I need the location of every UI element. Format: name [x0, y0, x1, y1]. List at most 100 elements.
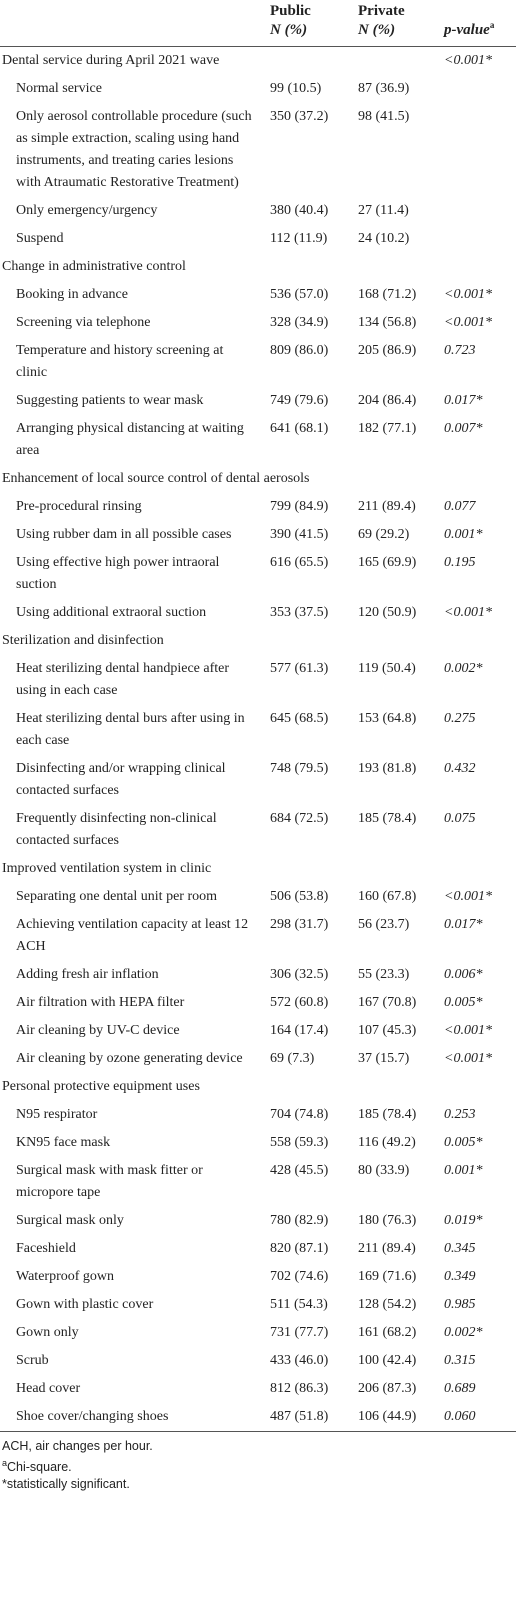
public-value: 511 (54.3) [270, 1297, 328, 1312]
p-value: <0.001* [444, 53, 492, 68]
item-row: Only aerosol controllable procedure (suc… [0, 103, 516, 197]
public-value: 306 (32.5) [270, 967, 329, 982]
p-value: 0.432 [444, 761, 476, 776]
section-title: Sterilization and disinfection [2, 633, 164, 648]
p-value: 0.689 [444, 1381, 476, 1396]
private-value: 55 (23.3) [358, 967, 410, 982]
p-value: 0.001* [444, 1163, 483, 1178]
item-label: Waterproof gown [16, 1269, 115, 1284]
item-label: Disinfecting and/or wrapping clinical co… [16, 761, 226, 798]
item-row: Frequently disinfecting non-clinical con… [0, 805, 516, 855]
public-value: 350 (37.2) [270, 109, 329, 124]
p-value: 0.060 [444, 1409, 476, 1424]
item-label: Shoe cover/changing shoes [16, 1409, 169, 1424]
item-row: Arranging physical distancing at waiting… [0, 415, 516, 465]
item-row: Heat sterilizing dental burs after using… [0, 705, 516, 755]
item-label: Screening via telephone [16, 315, 151, 330]
item-label: Adding fresh air inflation [16, 967, 159, 982]
p-value: 0.195 [444, 555, 476, 570]
public-value: 558 (59.3) [270, 1135, 329, 1150]
private-value: 106 (44.9) [358, 1409, 417, 1424]
public-value: 641 (68.1) [270, 421, 329, 436]
empty-cell [442, 1073, 516, 1101]
item-label: Surgical mask with mask fitter or microp… [16, 1163, 203, 1200]
empty-cell [442, 855, 516, 883]
private-value: 160 (67.8) [358, 889, 417, 904]
item-label: N95 respirator [16, 1107, 98, 1122]
public-value: 112 (11.9) [270, 231, 328, 246]
item-label: Using additional extraoral suction [16, 605, 207, 620]
public-value: 69 (7.3) [270, 1051, 315, 1066]
private-value: 185 (78.4) [358, 811, 417, 826]
empty-cell [442, 103, 516, 197]
item-row: Using rubber dam in all possible cases 39… [0, 521, 516, 549]
item-row: Shoe cover/changing shoes 487 (51.8) 106 (… [0, 1403, 516, 1432]
private-value: 185 (78.4) [358, 1107, 417, 1122]
item-label: Using effective high power intraoral suc… [16, 555, 220, 592]
item-label: Suspend [16, 231, 64, 246]
data-table: Public N (%) Private N (%) p-valuea Dental… [0, 0, 516, 1432]
p-value: <0.001* [444, 315, 492, 330]
p-value: <0.001* [444, 287, 492, 302]
empty-cell [442, 225, 516, 253]
header-cell: Public N (%) [268, 0, 356, 47]
item-label: Air filtration with HEPA filter [16, 995, 185, 1010]
item-row: Achieving ventilation capacity at least … [0, 911, 516, 961]
header-text: p-value [444, 22, 490, 38]
section-row: Enhancement of local source control of d… [0, 465, 516, 493]
item-label: Frequently disinfecting non-clinical con… [16, 811, 217, 848]
p-value: 0.002* [444, 1325, 483, 1340]
public-value: 812 (86.3) [270, 1381, 329, 1396]
private-value: 193 (81.8) [358, 761, 417, 776]
private-value: 80 (33.9) [358, 1163, 410, 1178]
public-value: 380 (40.4) [270, 203, 329, 218]
private-value: 107 (45.3) [358, 1023, 417, 1038]
section-title: Improved ventilation system in clinic [2, 861, 212, 876]
public-value: 809 (86.0) [270, 343, 329, 358]
p-value: 0.005* [444, 1135, 483, 1150]
public-value: 328 (34.9) [270, 315, 329, 330]
footnote: *statistically significant. [2, 1477, 130, 1492]
public-value: 390 (41.5) [270, 527, 329, 542]
empty-cell [442, 627, 516, 655]
p-value: <0.001* [444, 1051, 492, 1066]
p-value: 0.006* [444, 967, 483, 982]
p-value: 0.019* [444, 1213, 483, 1228]
private-value: 180 (76.3) [358, 1213, 417, 1228]
item-label: Temperature and history screening at cli… [16, 343, 224, 380]
private-value: 24 (10.2) [358, 231, 410, 246]
item-row: Faceshield 820 (87.1) 211 (89.4) 0.345 [0, 1235, 516, 1263]
public-value: 684 (72.5) [270, 811, 329, 826]
public-value: 749 (79.6) [270, 393, 329, 408]
p-value: 0.985 [444, 1297, 476, 1312]
public-value: 298 (31.7) [270, 917, 329, 932]
item-row: Air cleaning by UV-C device 164 (17.4) 107… [0, 1017, 516, 1045]
section-title: Personal protective equipment uses [2, 1079, 200, 1094]
item-label: Suggesting patients to wear mask [16, 393, 204, 408]
item-row: Heat sterilizing dental handpiece after … [0, 655, 516, 705]
p-value: 0.017* [444, 393, 483, 408]
p-value: 0.017* [444, 917, 483, 932]
item-row: Scrub 433 (46.0) 100 (42.4) 0.315 [0, 1347, 516, 1375]
empty-cell [442, 197, 516, 225]
item-row: Head cover 812 (86.3) 206 (87.3) 0.689 [0, 1375, 516, 1403]
item-label: Pre-procedural rinsing [16, 499, 142, 514]
item-row: N95 respirator 704 (74.8) 185 (78.4) 0.253 [0, 1101, 516, 1129]
public-value: 487 (51.8) [270, 1409, 329, 1424]
private-value: 169 (71.6) [358, 1269, 417, 1284]
section-row: Dental service during April 2021 wave <0.… [0, 47, 516, 76]
p-value: 0.349 [444, 1269, 476, 1284]
item-label: Heat sterilizing dental handpiece after … [16, 661, 230, 698]
footnote-mark: a [489, 20, 495, 30]
public-value: 702 (74.6) [270, 1269, 329, 1284]
item-row: Air cleaning by ozone generating device 6… [0, 1045, 516, 1073]
private-value: 161 (68.2) [358, 1325, 417, 1340]
footnotes: ACH, air changes per hour. aChi-square. … [0, 1432, 516, 1499]
private-value: 87 (36.9) [358, 81, 410, 96]
private-value: 116 (49.2) [358, 1135, 416, 1150]
private-value: 153 (64.8) [358, 711, 417, 726]
item-row: Normal service 99 (10.5) 87 (36.9) [0, 75, 516, 103]
footnote: ACH, air changes per hour. [2, 1439, 153, 1453]
private-value: 168 (71.2) [358, 287, 417, 302]
